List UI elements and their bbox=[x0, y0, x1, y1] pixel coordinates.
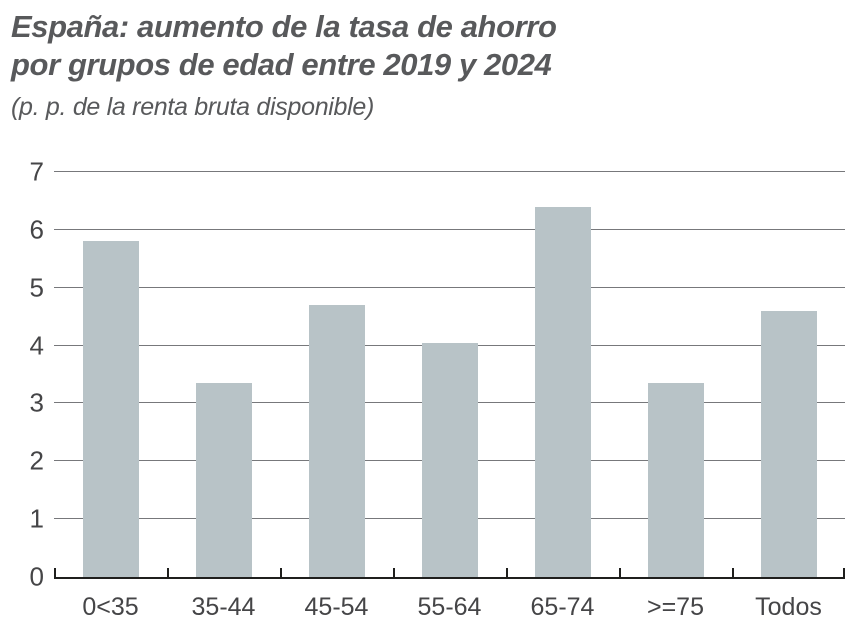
chart-title-line-1: España: aumento de la tasa de ahorro bbox=[11, 9, 557, 44]
y-axis-tick-label-7: 7 bbox=[29, 156, 44, 187]
x-axis-label->=75: >=75 bbox=[646, 593, 704, 621]
plot-area: 0 1 2 3 4 5 6 7 0<35 35-44 45-54 55-64 65-74 >=75 Todo… bbox=[30, 157, 845, 621]
chart-subtitle: (p. p. de la renta bruta disponible) bbox=[11, 93, 375, 121]
bar-65-74 bbox=[534, 206, 591, 577]
x-axis-label-55-64: 55-64 bbox=[417, 593, 482, 621]
x-axis-tick-1 bbox=[167, 568, 169, 577]
y-axis-tick-label-2: 2 bbox=[29, 445, 44, 476]
gridline-6 bbox=[54, 228, 845, 230]
bar-Todos bbox=[760, 310, 817, 577]
x-axis-tick-0 bbox=[54, 568, 56, 577]
x-axis-label-45-54: 45-54 bbox=[304, 593, 369, 621]
x-axis-label-0<35: 0<35 bbox=[82, 593, 139, 621]
x-axis-tick-6 bbox=[732, 568, 734, 577]
x-axis-label-Todos: Todos bbox=[755, 593, 822, 621]
bar-35-44 bbox=[195, 383, 252, 577]
y-axis-tick-label-6: 6 bbox=[29, 214, 44, 245]
gridline-5 bbox=[54, 286, 845, 288]
x-axis-tick-2 bbox=[280, 568, 282, 577]
x-axis-tick-7 bbox=[843, 568, 845, 577]
x-axis-tick-3 bbox=[393, 568, 395, 577]
y-axis-tick-label-5: 5 bbox=[29, 272, 44, 303]
x-axis-label-65-74: 65-74 bbox=[530, 593, 595, 621]
bar-0<35 bbox=[82, 241, 139, 577]
y-axis-tick-label-1: 1 bbox=[29, 503, 44, 534]
x-axis-tick-4 bbox=[506, 568, 508, 577]
y-axis-tick-label-4: 4 bbox=[29, 330, 44, 361]
gridline-7 bbox=[54, 171, 845, 172]
y-axis-tick-label-3: 3 bbox=[29, 387, 44, 418]
bar-45-54 bbox=[308, 305, 365, 577]
x-axis-tick-5 bbox=[619, 568, 621, 577]
bar-55-64 bbox=[421, 342, 478, 577]
x-axis-label-35-44: 35-44 bbox=[191, 593, 256, 621]
y-axis-tick-label-0: 0 bbox=[29, 561, 44, 592]
chart-title-line-2: por grupos de edad entre 2019 y 2024 bbox=[11, 47, 552, 82]
chart-title: España: aumento de la tasa de ahorro por… bbox=[11, 8, 557, 84]
bar->=75 bbox=[647, 383, 704, 577]
x-axis-line bbox=[54, 577, 845, 579]
